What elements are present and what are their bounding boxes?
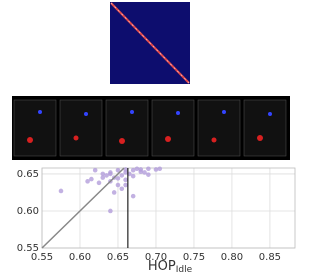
point <box>153 167 159 172</box>
point <box>119 173 125 178</box>
x-axis-label-main: HOP <box>148 259 176 274</box>
x-axis-label-subscript: Idle <box>176 265 193 275</box>
point <box>119 186 125 192</box>
plot-frame <box>41 167 296 249</box>
point <box>157 166 163 172</box>
point <box>108 171 113 177</box>
point <box>111 190 117 195</box>
point <box>142 170 147 175</box>
x-tick-label: 0.80 <box>221 252 243 263</box>
point <box>100 175 106 180</box>
point <box>100 171 106 177</box>
y-tick-label: 0.55 <box>17 243 39 254</box>
point <box>123 182 128 188</box>
x-tick-label: 0.60 <box>69 252 91 263</box>
matrix-image <box>110 2 190 84</box>
y-tick-label: 0.60 <box>17 206 39 217</box>
point <box>96 180 102 186</box>
point <box>92 167 98 173</box>
point <box>134 166 140 172</box>
scatter-plot: 0.55 0.60 0.65 0.70 0.75 0.80 0.85 0.55 0.60 0.65 <box>17 166 296 263</box>
screenshot-strip <box>12 96 290 160</box>
diagonal-reference <box>41 167 125 249</box>
point <box>130 167 136 173</box>
point <box>85 179 90 184</box>
point <box>130 193 136 199</box>
point <box>146 166 151 172</box>
point <box>104 173 109 178</box>
x-tick-label: 0.65 <box>107 252 129 263</box>
point <box>115 167 121 173</box>
y-tick-label: 0.65 <box>17 169 39 180</box>
point <box>89 176 94 182</box>
x-axis-label: HOPIdle <box>148 259 193 275</box>
point <box>138 169 144 175</box>
point <box>146 172 151 177</box>
point <box>108 208 113 214</box>
point <box>115 176 121 181</box>
point <box>130 173 136 179</box>
x-tick-label: 0.55 <box>31 252 53 263</box>
point <box>123 170 128 175</box>
point <box>115 182 121 188</box>
x-tick-label: 0.75 <box>183 252 205 263</box>
x-tick-label: 0.70 <box>145 252 167 263</box>
figure: 0.55 0.60 0.65 0.70 0.75 0.80 0.85 0.55 0.60 0.65… <box>12 2 296 275</box>
x-tick-label: 0.85 <box>259 252 281 263</box>
point <box>123 177 128 183</box>
point <box>58 188 64 194</box>
